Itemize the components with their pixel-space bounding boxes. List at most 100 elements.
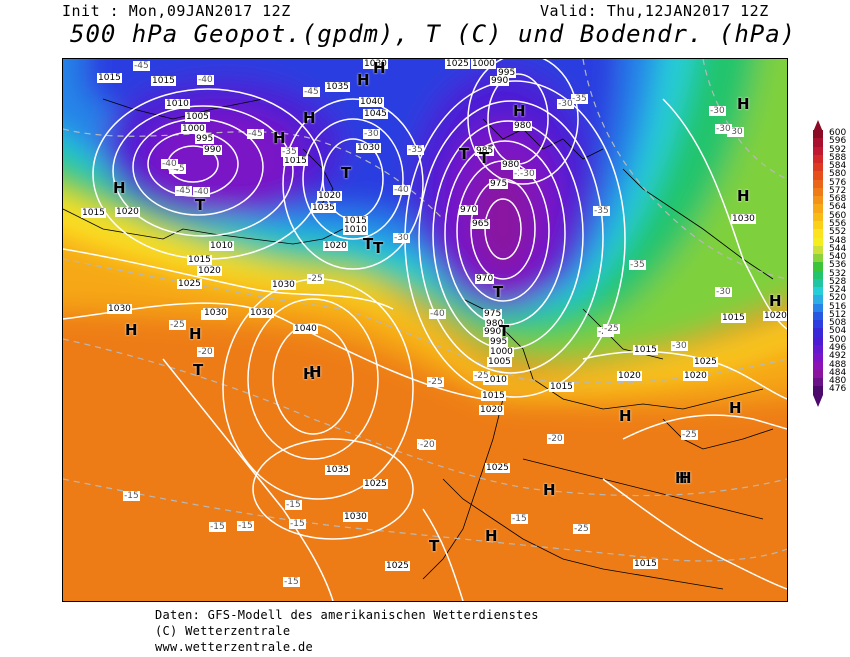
isobar-label: 975	[489, 179, 509, 189]
legend-value: 568	[829, 194, 847, 205]
isobar-label: 990	[490, 76, 510, 86]
pressure-center-marker: H	[679, 469, 692, 487]
isobar-label: 1045	[363, 109, 388, 119]
isobar-label: 1010	[483, 375, 508, 385]
legend-swatch	[813, 245, 823, 255]
isotherm-label: -30	[519, 169, 536, 179]
isobar-label: 1015	[633, 559, 658, 569]
isotherm-label: -40	[197, 75, 214, 85]
isobar-label: 965	[471, 219, 491, 229]
isotherm-label: -40	[193, 187, 210, 197]
legend-swatch	[813, 229, 823, 238]
isotherm-label: -25	[427, 377, 444, 387]
pressure-center-marker: T	[479, 149, 490, 167]
legend-swatch	[813, 369, 823, 379]
init-time: Init : Mon,09JAN2017 12Z	[62, 2, 291, 20]
isobar-label: 1025	[693, 357, 718, 367]
legend-swatch	[813, 254, 823, 263]
legend-value: 496	[829, 343, 847, 354]
pressure-center-marker: H	[543, 481, 556, 499]
pressure-center-marker: T	[499, 322, 510, 340]
isotherm-label: -45	[169, 164, 186, 174]
footer-source: Daten: GFS-Modell des amerikanischen Wet…	[155, 608, 539, 622]
isobar-label: 1035	[325, 82, 350, 92]
isobar-label: 1030	[107, 304, 132, 314]
legend-swatch	[813, 237, 823, 246]
pressure-center-marker: H	[513, 102, 526, 120]
isotherm-label: -15	[283, 577, 300, 587]
isobar-label: 985	[475, 146, 495, 156]
legend-value: 520	[829, 293, 847, 304]
legend-value: 524	[829, 285, 847, 296]
isobar-label: 975	[483, 309, 503, 319]
pressure-center-marker: H	[189, 325, 202, 343]
pressure-center-marker: T	[195, 196, 206, 214]
isobar-label: 1020	[323, 241, 348, 251]
legend-swatch	[813, 386, 823, 395]
footer-copyright: (C) Wetterzentrale	[155, 624, 291, 638]
legend-swatch	[813, 163, 823, 172]
isotherm-label: -30	[715, 287, 732, 297]
legend-swatch	[813, 171, 823, 180]
legend-value: 600	[829, 128, 847, 138]
isotherm-label: -30	[557, 99, 574, 109]
legend-value: 548	[829, 235, 847, 246]
isobar-label: 990	[483, 327, 503, 337]
isobar-label: 1025	[445, 59, 470, 69]
legend-value: 532	[829, 268, 847, 279]
isobar-label: 1010	[343, 225, 368, 235]
isobar-label: 1000	[489, 347, 514, 357]
legend-swatch	[813, 262, 823, 271]
legend-swatch	[813, 196, 823, 205]
isobar-label: 980	[485, 319, 505, 329]
isotherm-label: -25	[573, 524, 590, 534]
map-canvas	[63, 59, 787, 601]
isobar-label: 1000	[471, 59, 496, 69]
legend-value: 484	[829, 367, 847, 378]
isobar-label: 1035	[325, 465, 350, 475]
isotherm-label: -45	[247, 129, 264, 139]
isobar-label: 1010	[165, 99, 190, 109]
legend-swatch	[813, 303, 823, 312]
isotherm-label: -25	[307, 274, 324, 284]
legend-swatch	[813, 287, 823, 296]
legend-value: 516	[829, 301, 847, 312]
isotherm-label: -30	[715, 124, 732, 134]
valid-time: Valid: Thu,12JAN2017 12Z	[540, 2, 769, 20]
isobar-label: 1010	[209, 241, 234, 251]
isotherm-label: -15	[289, 519, 306, 529]
pressure-center-marker: H	[675, 469, 688, 487]
pressure-center-marker: H	[303, 365, 316, 383]
isobar-label: 1015	[343, 216, 368, 226]
isobar-label: 1040	[293, 324, 318, 334]
pressure-center-marker: H	[373, 59, 386, 77]
isobar-label: 1015	[633, 345, 658, 355]
isobar-label: 1030	[363, 59, 388, 69]
legend-swatch	[813, 154, 823, 164]
isobar-label: 1020	[115, 207, 140, 217]
legend-swatch	[813, 138, 823, 147]
isobar-label: 1030	[356, 143, 381, 153]
legend-value: 564	[829, 202, 847, 213]
pressure-center-marker: H	[737, 187, 750, 205]
isotherm-label: -40	[429, 309, 446, 319]
isobar-label: 1005	[487, 357, 512, 367]
isobar-label: 995	[497, 68, 517, 78]
isotherm-label: -45	[175, 186, 192, 196]
pressure-center-marker: T	[363, 235, 374, 253]
pressure-center-marker: T	[341, 164, 352, 182]
legend-value: 588	[829, 152, 847, 163]
legend-value: 540	[829, 252, 847, 263]
isobar-label: 1030	[343, 512, 368, 522]
legend-swatch	[813, 378, 823, 387]
legend-swatch	[813, 146, 823, 155]
legend-swatch	[813, 187, 823, 197]
isobar-label: 995	[195, 134, 215, 144]
isobar-label: 1020	[763, 311, 787, 321]
legend-value: 504	[829, 326, 847, 337]
legend-value: 528	[829, 276, 847, 287]
pressure-center-marker: H	[125, 321, 138, 339]
legend-value: 492	[829, 351, 847, 362]
legend-value: 476	[829, 384, 847, 395]
legend-swatch	[813, 295, 823, 304]
